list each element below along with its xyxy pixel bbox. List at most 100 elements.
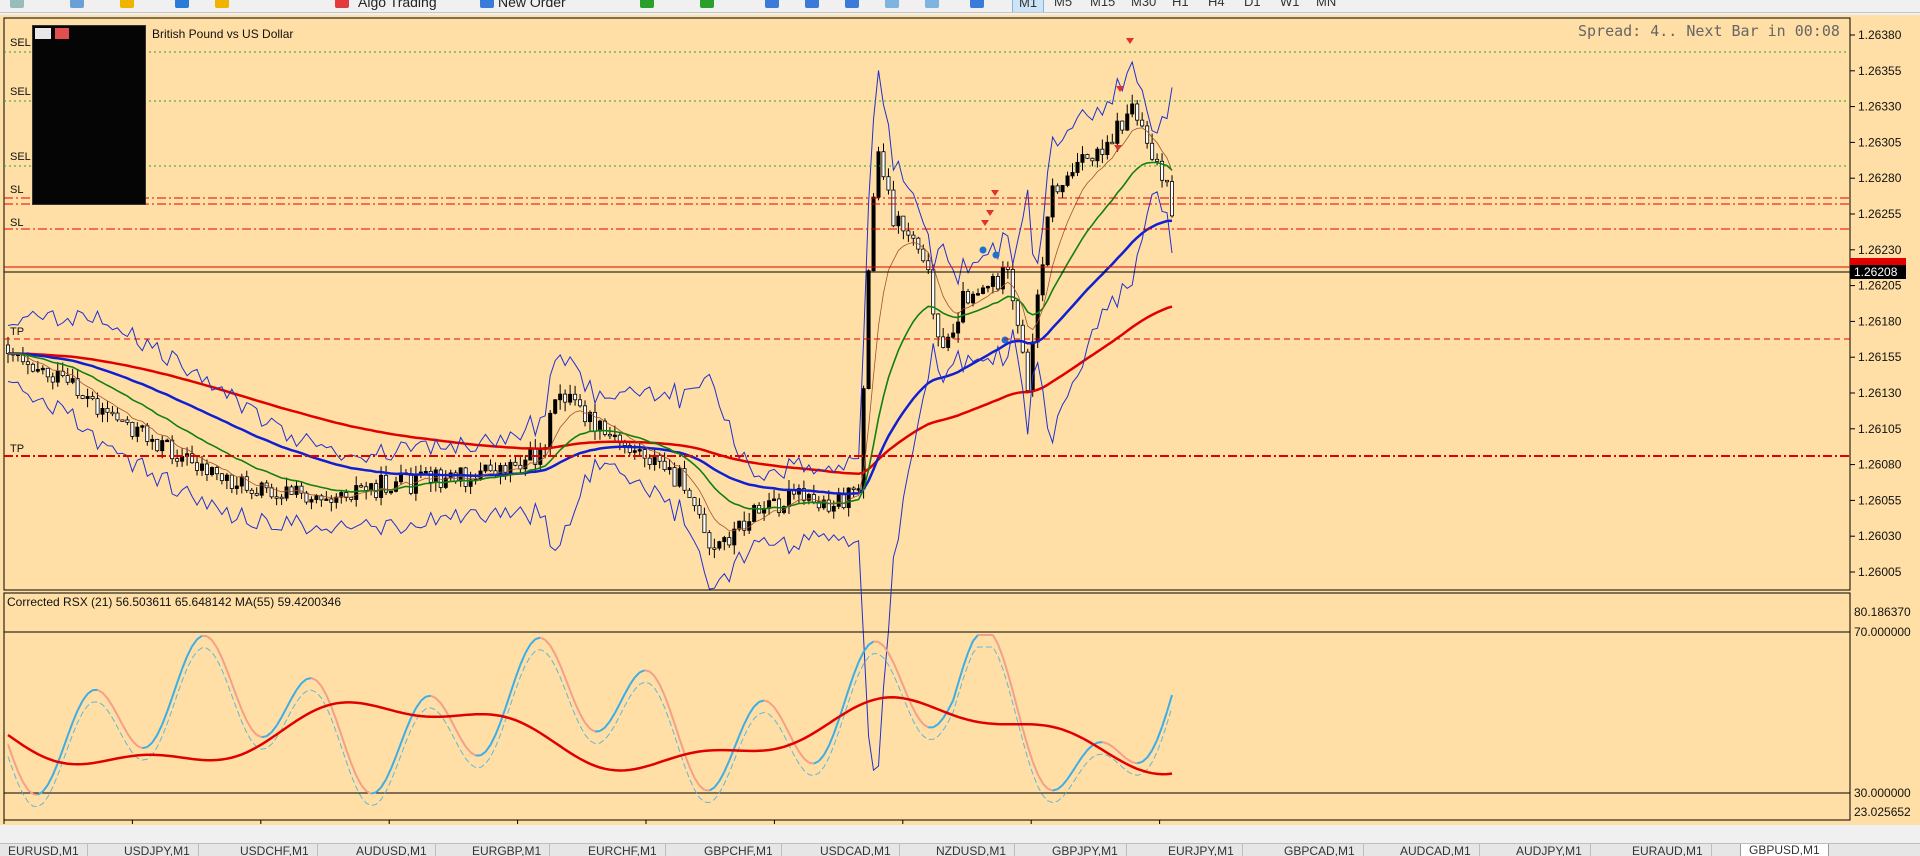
chart-tab[interactable]: EURAUD,M1 <box>1624 844 1712 856</box>
candle-body <box>360 486 363 488</box>
rsx-segment <box>1157 727 1162 740</box>
rsx-segment <box>1043 783 1048 788</box>
rsx-segment <box>316 680 321 686</box>
rsx-segment <box>68 722 73 735</box>
candle-body <box>51 377 54 382</box>
camera-icon[interactable] <box>970 0 984 8</box>
rsx-ma-line <box>8 697 1172 774</box>
one-click-trading-panel[interactable] <box>32 25 146 205</box>
chart-shift-icon[interactable] <box>925 0 939 8</box>
rsx-segment <box>23 782 28 790</box>
candle-body <box>554 400 557 414</box>
timeframe-mn[interactable]: MN <box>1310 0 1342 12</box>
rsx-segment <box>1122 755 1127 759</box>
chart-tab[interactable]: AUDUSD,M1 <box>348 844 436 856</box>
chart-tab[interactable]: USDJPY,M1 <box>116 844 199 856</box>
rsx-segment <box>759 700 764 701</box>
candle-body <box>1136 104 1139 120</box>
timeframe-m30[interactable]: M30 <box>1125 0 1162 12</box>
timeframe-d1[interactable]: D1 <box>1238 0 1267 12</box>
rsx-segment <box>1013 691 1018 710</box>
timeframe-w1[interactable]: W1 <box>1274 0 1306 12</box>
candle-body <box>708 533 711 548</box>
candle-body <box>1116 121 1119 143</box>
chart-tab[interactable]: GBPCHF,M1 <box>696 844 782 856</box>
rsx-segment <box>903 686 908 698</box>
chart-tab[interactable]: GBPJPY,M1 <box>1044 844 1127 856</box>
rsx-segment <box>540 638 545 640</box>
rsx-segment <box>78 701 83 711</box>
price-tick-label: 1.26330 <box>1858 100 1902 114</box>
price-tick-label: 1.26105 <box>1858 422 1902 436</box>
folder-icon[interactable] <box>120 0 134 8</box>
candle-body <box>434 470 437 482</box>
timeframe-h4[interactable]: H4 <box>1202 0 1231 12</box>
chart-tab[interactable]: NZDUSD,M1 <box>928 844 1015 856</box>
rsx-segment <box>734 736 739 749</box>
candle-body <box>235 486 238 489</box>
chart-tab[interactable]: GBPUSD,M1 <box>1740 843 1829 856</box>
new-order-icon[interactable] <box>480 0 494 8</box>
rsx-segment <box>963 653 968 668</box>
rsx-segment <box>486 745 491 752</box>
timeframe-h1[interactable]: H1 <box>1166 0 1195 12</box>
chart-tab[interactable]: USDCHF,M1 <box>232 844 318 856</box>
chart-tab[interactable]: EURJPY,M1 <box>1160 844 1243 856</box>
chart-tabs: EURUSD,M1 USDJPY,M1 USDCHF,M1 AUDUSD,M1 EURG… <box>0 843 1920 856</box>
candle-body <box>623 443 626 446</box>
timeframe-m1[interactable]: M1 <box>1012 0 1044 13</box>
rsx-segment <box>545 640 550 646</box>
template-icon[interactable] <box>215 0 229 8</box>
rsx-segment <box>650 672 655 677</box>
candle-body <box>305 493 308 502</box>
chart-tab[interactable]: GBPCAD,M1 <box>1276 844 1364 856</box>
autoscroll-icon[interactable] <box>885 0 899 8</box>
rsx-segment <box>739 724 744 736</box>
price-chart[interactable]: 1.263801.263551.263301.263051.262801.262… <box>0 15 1920 825</box>
candle-body <box>195 463 198 471</box>
candle-body <box>285 487 288 498</box>
rsx-segment <box>680 739 685 754</box>
price-tick-label: 1.26030 <box>1858 529 1902 543</box>
rsx-segment <box>381 779 386 787</box>
chart-tab[interactable]: EURGBP,M1 <box>464 844 550 856</box>
chart-tab[interactable]: EURUSD,M1 <box>0 844 88 856</box>
candles-icon[interactable] <box>640 0 654 8</box>
zoom-out-icon[interactable] <box>805 0 819 8</box>
candle-body <box>220 474 223 481</box>
zoom-in-icon[interactable] <box>765 0 779 8</box>
candle-body <box>210 467 213 474</box>
indicator-tick-label: 80.186370 <box>1854 605 1911 619</box>
bar-chart-icon[interactable] <box>175 0 189 8</box>
timeframe-m15[interactable]: M15 <box>1084 0 1121 12</box>
rsx-segment <box>217 648 222 658</box>
rsx-segment <box>292 690 297 698</box>
algo-trading-icon[interactable] <box>335 0 349 8</box>
timeframe-m5[interactable]: M5 <box>1048 0 1078 12</box>
rsx-segment <box>605 721 610 727</box>
price-tick-label: 1.26155 <box>1858 350 1902 364</box>
candle-body <box>225 475 228 480</box>
new-order-button[interactable]: New Order <box>498 0 566 10</box>
chart-tab[interactable]: USDCAD,M1 <box>812 844 900 856</box>
chart-tab[interactable]: EURCHF,M1 <box>580 844 666 856</box>
candle-body <box>991 276 994 286</box>
algo-trading-button[interactable]: Algo Trading <box>358 0 437 10</box>
time-tick-label: 9 Feb 15:16 <box>903 824 967 825</box>
rsx-segment <box>1087 745 1092 750</box>
candle-body <box>613 435 616 437</box>
panel-menu-icon[interactable] <box>35 28 51 39</box>
chart-tab[interactable]: AUDCAD,M1 <box>1392 844 1480 856</box>
rsx-segment <box>510 678 515 693</box>
chart-tab[interactable]: AUDJPY,M1 <box>1508 844 1591 856</box>
panel-close-icon[interactable] <box>55 28 69 39</box>
rsx-segment <box>893 663 898 674</box>
candle-body <box>897 216 900 226</box>
line-chart-icon[interactable] <box>700 0 714 8</box>
sell-arrow <box>1126 38 1134 44</box>
profile-icon[interactable] <box>70 0 84 8</box>
candle-body <box>787 490 790 507</box>
menu-icon[interactable] <box>10 0 24 8</box>
grid-icon[interactable] <box>845 0 859 8</box>
